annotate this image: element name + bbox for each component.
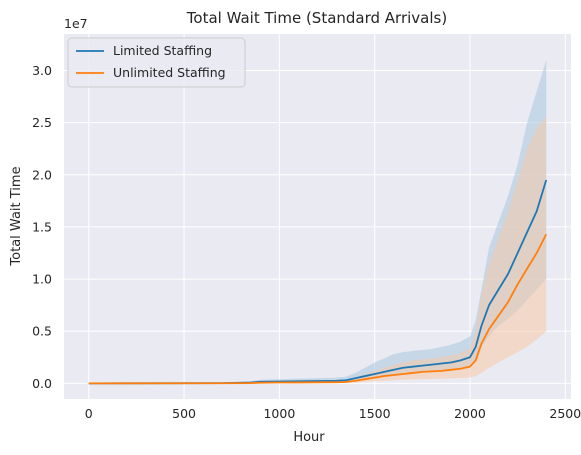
x-tick-label: 2500 (549, 406, 581, 421)
y-tick-label: 2.5 (32, 115, 52, 130)
legend-box (67, 37, 246, 88)
y-tick-label: 1.5 (32, 219, 52, 234)
series-line-0 (88, 179, 548, 385)
y-tick-label: 3.0 (32, 63, 52, 78)
y-tick-label: 0.5 (32, 324, 52, 339)
y-axis-ticks: 0.0 0.5 1.0 1.5 2.0 2.5 3.0 (32, 63, 52, 391)
y-tick-label: 0.0 (32, 376, 52, 391)
chart-title: Total Wait Time (Standard Arrivals) (186, 9, 447, 27)
legend: Limited Staffing Unlimited Staffing (67, 37, 246, 88)
x-axis-label: Hour (293, 430, 325, 445)
x-tick-label: 500 (172, 406, 196, 421)
series-lines (88, 179, 548, 385)
y-offset-label: 1e7 (64, 16, 88, 31)
grid (64, 34, 571, 399)
y-axis-label: Total Wait Time (9, 166, 24, 266)
y-tick-label: 2.0 (32, 167, 52, 182)
y-tick-label: 1.0 (32, 272, 52, 287)
confidence-bands (88, 60, 547, 384)
series-line-1 (88, 233, 548, 385)
x-tick-label: 1500 (359, 406, 391, 421)
x-axis-ticks: 0 500 1000 1500 2000 2500 (85, 406, 581, 421)
confidence-band-1 (88, 117, 547, 384)
x-tick-label: 1000 (263, 406, 295, 421)
legend-label-unlimited: Unlimited Staffing (113, 65, 226, 80)
legend-label-limited: Limited Staffing (113, 43, 212, 58)
x-tick-label: 0 (85, 406, 93, 421)
x-tick-label: 2000 (454, 406, 486, 421)
